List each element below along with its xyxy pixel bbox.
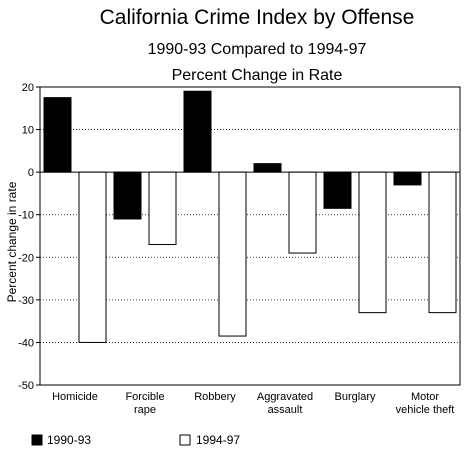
bar-1994-97-3 [288, 171, 317, 254]
bar-1990-93-5 [393, 171, 422, 186]
y-tick-label: 20 [22, 82, 34, 94]
y-tick-label: -10 [18, 210, 34, 222]
category-label: Homicide [52, 391, 98, 403]
chart-title: California Crime Index by Offense [100, 6, 415, 29]
category-label: Aggravated [257, 391, 313, 403]
bar-1994-97-4 [358, 171, 387, 314]
plot-border [39, 86, 461, 386]
legend: 1990-93 1994-97 [31, 433, 240, 447]
plot-frame [39, 86, 461, 386]
category-label: Forcible [125, 391, 164, 403]
bar-1990-93-4 [323, 171, 352, 209]
category-label: Motor [411, 391, 439, 403]
bar-1990-93-2 [183, 90, 212, 173]
y-tick-label: 10 [22, 125, 34, 137]
y-tick-label: 0 [28, 167, 34, 179]
bar-1994-97-1 [148, 171, 177, 246]
category-label: Burglary [335, 391, 376, 403]
bar-1990-93-0 [43, 97, 72, 173]
category-label: rape [134, 404, 156, 416]
chart-subtitle: 1990-93 Compared to 1994-97 [148, 41, 367, 58]
y-tick-label: -20 [18, 252, 34, 264]
gridlines [40, 129, 460, 343]
legend-label-1990-93: 1990-93 [47, 433, 91, 447]
y-tick-label: -30 [18, 295, 34, 307]
bars [43, 90, 457, 343]
bar-1990-93-3 [253, 163, 282, 173]
legend-swatch-1994-97 [179, 434, 191, 446]
chart-subtitle-2: Percent Change in Rate [172, 67, 343, 84]
y-tick-label: -50 [18, 380, 34, 392]
y-tick-labels: 20 10 0 -10 -20 -30 -40 -50 [18, 82, 40, 392]
bar-1990-93-1 [113, 171, 142, 220]
y-tick-label: -40 [18, 337, 34, 349]
y-axis-label: Percent change in rate [5, 181, 19, 302]
bar-1994-97-2 [218, 171, 247, 337]
legend-label-1994-97: 1994-97 [196, 433, 240, 447]
bar-1994-97-0 [78, 171, 107, 343]
legend-swatch-1990-93 [31, 434, 43, 446]
category-label: assault [268, 404, 303, 416]
category-label: Robbery [194, 391, 236, 403]
bar-1994-97-5 [428, 171, 457, 314]
category-label: vehicle theft [396, 404, 455, 416]
